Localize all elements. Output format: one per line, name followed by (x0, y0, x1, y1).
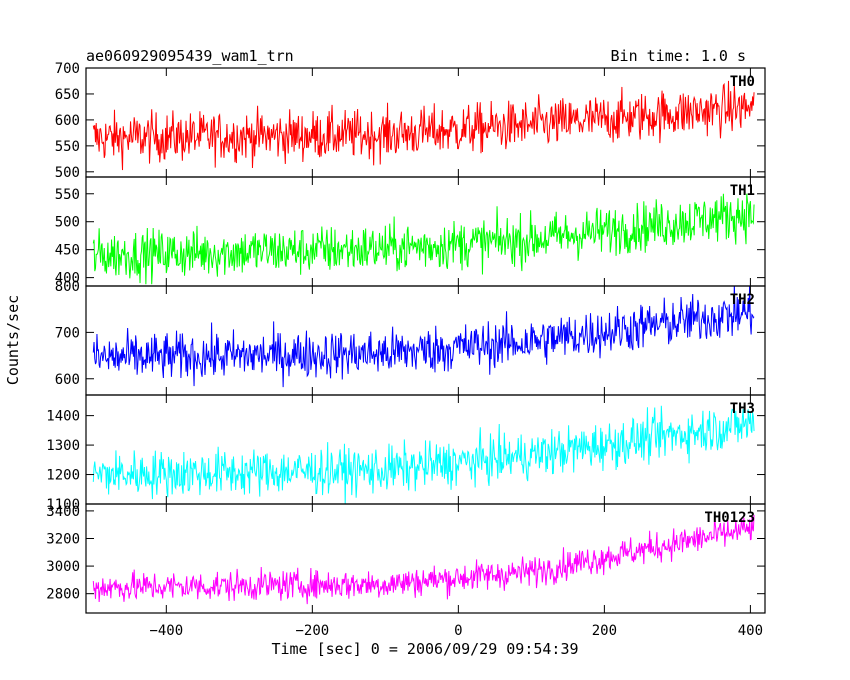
y-tick-label: 650 (55, 87, 80, 103)
y-tick-label: 550 (55, 187, 80, 203)
chart-title: ae060929095439_wam1_trn (86, 47, 294, 65)
panel-th1: 400 450 500 550 TH1 (55, 176, 766, 287)
x-tick-label: 0 (454, 623, 462, 639)
panel-th0: 500 550 600 650 700 TH0 (55, 61, 766, 181)
y-tick-label: 700 (55, 325, 80, 341)
x-axis: −400 −200 0 200 400 (149, 623, 763, 639)
series-line-th2 (92, 286, 755, 388)
x-tick-label: −400 (149, 623, 183, 639)
panel-frame (85, 285, 766, 396)
panel-label-th0: TH0 (730, 74, 755, 90)
panel-label-th2: TH2 (730, 292, 755, 308)
panels: 500 550 600 650 700 TH0 400 450 500 550 TH1 600 700 8… (46, 61, 766, 614)
y-tick-label: 450 (55, 243, 80, 259)
y-tick-label: 500 (55, 165, 80, 181)
y-tick-label: 1200 (46, 468, 80, 484)
y-tick-label: 2800 (46, 587, 80, 603)
x-tick-label: 400 (738, 623, 763, 639)
series-line-th0123 (92, 514, 755, 605)
x-tick-label: −200 (295, 623, 329, 639)
series-line-th3 (92, 405, 755, 504)
y-tick-label: 3400 (46, 504, 80, 520)
y-tick-label: 700 (55, 61, 80, 77)
y-tick-label: 800 (55, 279, 80, 295)
y-tick-label: 1300 (46, 438, 80, 454)
x-tick-label: 200 (592, 623, 617, 639)
panel-th0123: 2800 3000 3200 3400 TH0123 (46, 503, 766, 614)
x-axis-label: Time [sec] 0 = 2006/09/29 09:54:39 (271, 640, 578, 658)
panel-label-th3: TH3 (730, 401, 755, 417)
y-axis-label: Counts/sec (4, 295, 22, 385)
panel-th3: 1100 1200 1300 1400 TH3 (46, 394, 766, 513)
y-tick-label: 1400 (46, 409, 80, 425)
y-tick-label: 1100 (46, 497, 80, 513)
series-line-th0 (92, 80, 755, 171)
panel-label-th1: TH1 (730, 183, 755, 199)
y-tick-label: 600 (55, 113, 80, 129)
y-tick-label: 600 (55, 372, 80, 388)
y-tick-label: 3200 (46, 531, 80, 547)
panel-frame (85, 67, 766, 178)
series-line-th1 (92, 193, 755, 285)
bin-time-label: Bin time: 1.0 s (611, 47, 746, 65)
y-tick-label: 500 (55, 215, 80, 231)
panel-th2: 600 700 800 TH2 (55, 279, 766, 396)
y-tick-label: 400 (55, 271, 80, 287)
y-tick-label: 3000 (46, 559, 80, 575)
y-tick-label: 550 (55, 139, 80, 155)
panel-label-th0123: TH0123 (704, 510, 755, 526)
panel-frame (85, 503, 766, 614)
